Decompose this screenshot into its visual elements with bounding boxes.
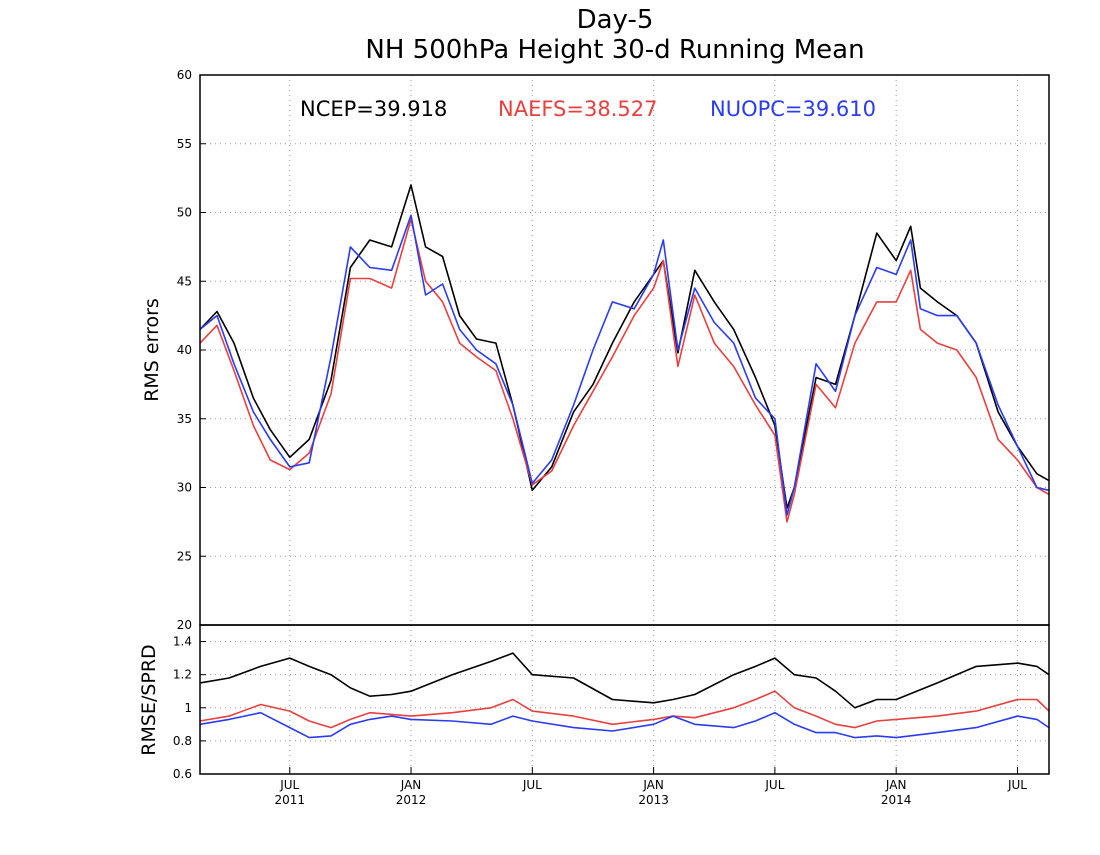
- top-y-axis-label: RMS errors: [141, 298, 163, 402]
- x-tick-label-month: JUL: [1007, 778, 1027, 792]
- x-tick-label-month: JUL: [279, 778, 299, 792]
- legend-ncep: NCEP=39.918: [300, 97, 447, 121]
- top-series-ncep: [199, 184, 1050, 509]
- top-y-tick-label: 50: [177, 206, 192, 220]
- top-y-tick-label: 30: [177, 481, 192, 495]
- chart-title: Day-5: [577, 5, 654, 35]
- bottom-series-ncep: [199, 652, 1050, 709]
- top-plot-frame: [199, 74, 1050, 626]
- bottom-y-tick-label: 0.6: [173, 767, 192, 781]
- x-tick-label-month: JUL: [764, 778, 784, 792]
- bottom-y-tick-label: 1.2: [173, 668, 192, 682]
- top-y-tick-label: 55: [177, 137, 192, 151]
- chart-subtitle: NH 500hPa Height 30-d Running Mean: [365, 35, 864, 65]
- bottom-plot-frame: [199, 624, 1050, 775]
- bottom-y-tick-label: 0.8: [173, 734, 192, 748]
- x-tick-label-month: JAN: [885, 778, 907, 792]
- x-tick-label-year: 2014: [881, 793, 912, 807]
- legend-naefs: NAEFS=38.527: [498, 97, 657, 121]
- top-y-tick-label: 45: [177, 274, 192, 288]
- top-y-tick-label: 25: [177, 549, 192, 563]
- bottom-series-naefs: [199, 690, 1050, 729]
- top-y-tick-label: 40: [177, 343, 192, 357]
- grid-lines: [200, 75, 1049, 774]
- axis-tick-labels: 2025303540455055600.60.811.21.4JUL2011JA…: [173, 68, 1027, 807]
- series-layer: [199, 184, 1050, 739]
- top-y-tick-label: 20: [177, 618, 192, 632]
- top-y-tick-label: 35: [177, 412, 192, 426]
- top-series-nuopc: [199, 214, 1050, 516]
- bottom-y-tick-label: 1: [184, 701, 192, 715]
- bottom-y-tick-label: 1.4: [173, 635, 192, 649]
- x-tick-label-month: JAN: [642, 778, 664, 792]
- x-tick-label-year: 2011: [274, 793, 305, 807]
- x-tick-label-year: 2012: [396, 793, 427, 807]
- bottom-y-axis-label: RMSE/SPRD: [138, 644, 160, 755]
- x-tick-label-month: JAN: [400, 778, 422, 792]
- top-series-naefs: [199, 218, 1050, 523]
- top-y-tick-label: 60: [177, 68, 192, 82]
- axis-ticks: [200, 74, 1018, 775]
- x-tick-label-month: JUL: [522, 778, 542, 792]
- bottom-series-nuopc: [199, 711, 1050, 739]
- x-tick-label-year: 2013: [638, 793, 669, 807]
- legend-nuopc: NUOPC=39.610: [710, 97, 876, 121]
